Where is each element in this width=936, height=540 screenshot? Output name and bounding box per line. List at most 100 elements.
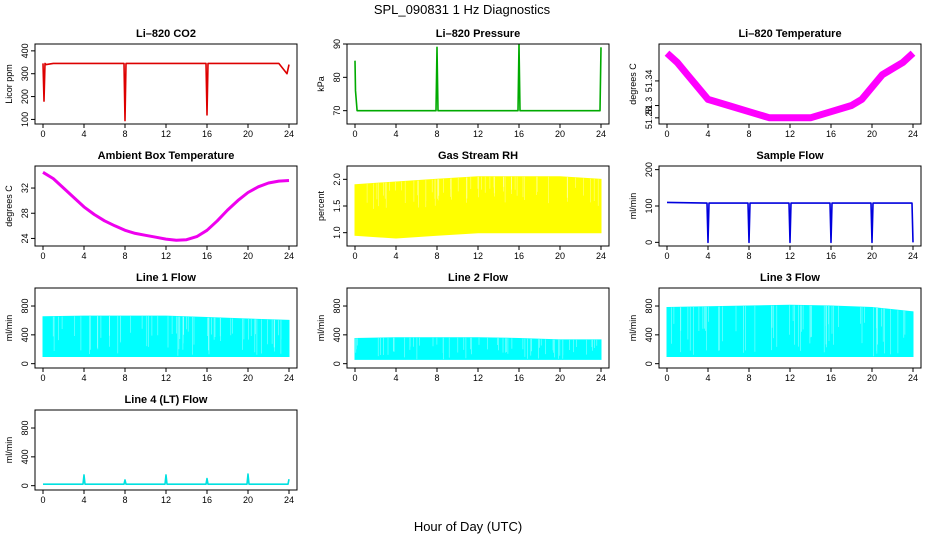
- x-tick-label: 0: [352, 251, 357, 261]
- x-tick-label: 20: [555, 129, 565, 139]
- plot-frame: [34, 165, 298, 247]
- y-tick-label: 400: [20, 327, 30, 342]
- x-tick-label: 0: [664, 373, 669, 383]
- series-group: [354, 337, 602, 360]
- chart-panel: Line 1 Flow 0 4 8 12 16 20 24 0 400 800 ml/min: [4, 272, 298, 383]
- x-tick-label: 8: [434, 373, 439, 383]
- x-tick-label: 20: [243, 129, 253, 139]
- y-tick-label: 0: [644, 240, 654, 245]
- y-tick-label: 400: [20, 449, 30, 464]
- series-group: [354, 176, 602, 239]
- x-tick-label: 8: [122, 251, 127, 261]
- x-tick-label: 4: [705, 251, 710, 261]
- x-tick-label: 4: [705, 129, 710, 139]
- y-tick-label: 200: [644, 162, 654, 177]
- x-tick-label: 16: [202, 495, 212, 505]
- series-group: [42, 62, 290, 122]
- y-axis-label: ml/min: [4, 437, 14, 464]
- x-tick-label: 4: [81, 251, 86, 261]
- x-tick-label: 8: [434, 129, 439, 139]
- panel-title: Line 1 Flow: [136, 272, 196, 284]
- y-tick-label: 1.0: [332, 226, 342, 239]
- x-tick-label: 4: [393, 373, 398, 383]
- x-tick-label: 20: [867, 373, 877, 383]
- x-tick-label: 0: [40, 129, 45, 139]
- y-tick-label: 800: [644, 299, 654, 314]
- y-tick-label: 800: [20, 299, 30, 314]
- x-tick-label: 24: [596, 373, 606, 383]
- panel-title: Li–820 Temperature: [738, 28, 841, 40]
- x-tick-label: 4: [705, 373, 710, 383]
- y-tick-label: 0: [20, 483, 30, 488]
- y-axis-label: percent: [316, 190, 326, 221]
- x-tick-label: 12: [785, 251, 795, 261]
- x-tick-label: 0: [664, 251, 669, 261]
- x-tick-label: 24: [908, 251, 918, 261]
- panel-title: Ambient Box Temperature: [98, 150, 235, 162]
- chart-panel: Line 4 (LT) Flow 0 4 8 12 16 20 24 0 400 800 ml/min: [4, 394, 298, 505]
- y-axis-label: ml/min: [316, 315, 326, 342]
- chart-panel: Li–820 Pressure 0 4 8 12 16 20 24 70 80 90 kPa: [316, 28, 610, 139]
- x-tick-label: 4: [81, 373, 86, 383]
- y-axis-label: ml/min: [628, 315, 638, 342]
- y-tick-label: 24: [20, 233, 30, 243]
- y-axis-label: Licor ppm: [4, 64, 14, 104]
- panel-title: Line 2 Flow: [448, 272, 508, 284]
- x-tick-label: 8: [746, 129, 751, 139]
- panel-title: Li–820 Pressure: [436, 28, 520, 40]
- panel-title: Line 3 Flow: [760, 272, 820, 284]
- series-line: [664, 50, 916, 122]
- x-tick-label: 12: [161, 251, 171, 261]
- series-band: [354, 337, 602, 360]
- figure-title: SPL_090831 1 Hz Diagnostics: [374, 2, 551, 17]
- y-tick-label: 90: [332, 39, 342, 49]
- series-group: [43, 473, 290, 486]
- series-line: [354, 44, 602, 112]
- chart-panel: Line 2 Flow 0 4 8 12 16 20 24 0 400 800 ml/min: [316, 272, 610, 383]
- series-dropouts: [355, 337, 598, 360]
- x-tick-label: 8: [746, 373, 751, 383]
- x-tick-label: 0: [352, 129, 357, 139]
- series-group: [666, 304, 914, 357]
- x-tick-label: 8: [122, 129, 127, 139]
- x-tick-label: 12: [161, 129, 171, 139]
- x-tick-label: 16: [202, 251, 212, 261]
- x-tick-label: 20: [243, 495, 253, 505]
- x-tick-label: 16: [202, 129, 212, 139]
- x-tick-label: 16: [826, 251, 836, 261]
- panel-title: Sample Flow: [756, 150, 824, 162]
- y-tick-label: 80: [332, 72, 342, 82]
- panel-title: Line 4 (LT) Flow: [125, 394, 208, 406]
- x-tick-label: 24: [908, 373, 918, 383]
- chart-panel: Gas Stream RH 0 4 8 12 16 20 24 1.0 1.5 2.0 percent: [316, 150, 610, 261]
- y-axis-label: kPa: [316, 76, 326, 92]
- y-tick-label: 2.0: [332, 173, 342, 186]
- series-band: [666, 304, 914, 357]
- x-tick-label: 16: [514, 251, 524, 261]
- figure-x-axis-label: Hour of Day (UTC): [414, 519, 522, 534]
- chart-panel: Li–820 CO2 0 4 8 12 16 20 24 100 200 300 400 Licor p…: [4, 28, 298, 139]
- x-tick-label: 12: [473, 251, 483, 261]
- x-tick-label: 4: [393, 251, 398, 261]
- x-tick-label: 16: [202, 373, 212, 383]
- y-tick-label: 28: [20, 208, 30, 218]
- x-tick-label: 20: [555, 251, 565, 261]
- y-tick-label: 51.34: [644, 70, 654, 93]
- series-group: [664, 50, 916, 122]
- x-tick-label: 16: [826, 129, 836, 139]
- y-tick-label: 0: [20, 361, 30, 366]
- x-tick-label: 0: [40, 251, 45, 261]
- series-band: [354, 176, 602, 239]
- x-tick-label: 20: [867, 251, 877, 261]
- y-tick-label: 100: [20, 112, 30, 127]
- series-group: [42, 315, 290, 357]
- x-tick-label: 20: [243, 373, 253, 383]
- x-tick-label: 4: [393, 129, 398, 139]
- panel-title: Li–820 CO2: [136, 28, 196, 40]
- series-dropouts: [366, 176, 599, 209]
- series-line: [43, 473, 290, 486]
- x-tick-label: 12: [785, 129, 795, 139]
- x-tick-label: 24: [284, 373, 294, 383]
- y-tick-label: 400: [332, 327, 342, 342]
